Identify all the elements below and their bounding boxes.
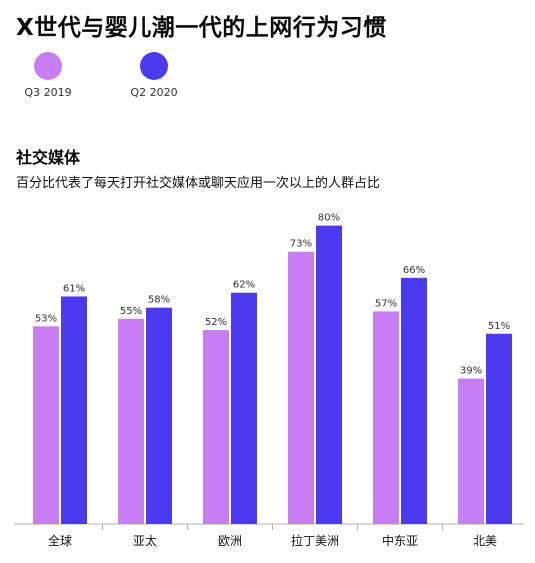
legend-swatch-q2-2020 bbox=[140, 52, 168, 80]
bar-q3-2019 bbox=[118, 318, 144, 524]
x-tick-label: 北美 bbox=[473, 534, 497, 548]
bar-q2-2020 bbox=[231, 292, 257, 524]
bar-q2-2020 bbox=[316, 225, 342, 524]
legend-label-q3-2019: Q3 2019 bbox=[24, 86, 72, 99]
x-tick-label: 亚太 bbox=[133, 533, 157, 548]
data-label: 61% bbox=[63, 283, 85, 294]
legend-swatch-q3-2019 bbox=[34, 52, 62, 80]
x-tick-label: 中东亚 bbox=[382, 533, 418, 548]
data-label: 53% bbox=[35, 313, 57, 324]
x-tick-label: 拉丁美洲 bbox=[291, 533, 339, 548]
page-title: X世代与婴儿潮一代的上网行为习惯 bbox=[16, 15, 387, 41]
bar-q3-2019 bbox=[373, 311, 399, 524]
data-label: 66% bbox=[403, 265, 425, 276]
data-label: 80% bbox=[318, 213, 340, 224]
data-label: 73% bbox=[290, 239, 312, 250]
bar-q2-2020 bbox=[401, 277, 427, 524]
data-label: 55% bbox=[120, 306, 142, 317]
data-label: 57% bbox=[375, 298, 397, 309]
x-tick-label: 全球 bbox=[48, 533, 72, 548]
data-label: 51% bbox=[488, 321, 510, 332]
bar-q2-2020 bbox=[61, 296, 87, 524]
bar-q2-2020 bbox=[146, 307, 172, 524]
bar-q3-2019 bbox=[288, 251, 314, 524]
chart-subtitle: 百分比代表了每天打开社交媒体或聊天应用一次以上的人群占比 bbox=[16, 176, 381, 191]
data-label: 62% bbox=[233, 280, 255, 291]
bar-q3-2019 bbox=[458, 378, 484, 524]
data-label: 58% bbox=[148, 295, 170, 306]
bar-q3-2019 bbox=[33, 326, 59, 524]
legend-item-q2-2020: Q2 2020 bbox=[114, 52, 194, 99]
data-label: 39% bbox=[460, 366, 482, 377]
chart-title: 社交媒体 bbox=[16, 148, 81, 167]
bar-q3-2019 bbox=[203, 330, 229, 524]
data-label: 52% bbox=[205, 317, 227, 328]
legend-label-q2-2020: Q2 2020 bbox=[130, 86, 178, 99]
x-tick-label: 欧洲 bbox=[218, 534, 242, 548]
bar-q2-2020 bbox=[486, 333, 512, 524]
legend-item-q3-2019: Q3 2019 bbox=[8, 52, 88, 99]
